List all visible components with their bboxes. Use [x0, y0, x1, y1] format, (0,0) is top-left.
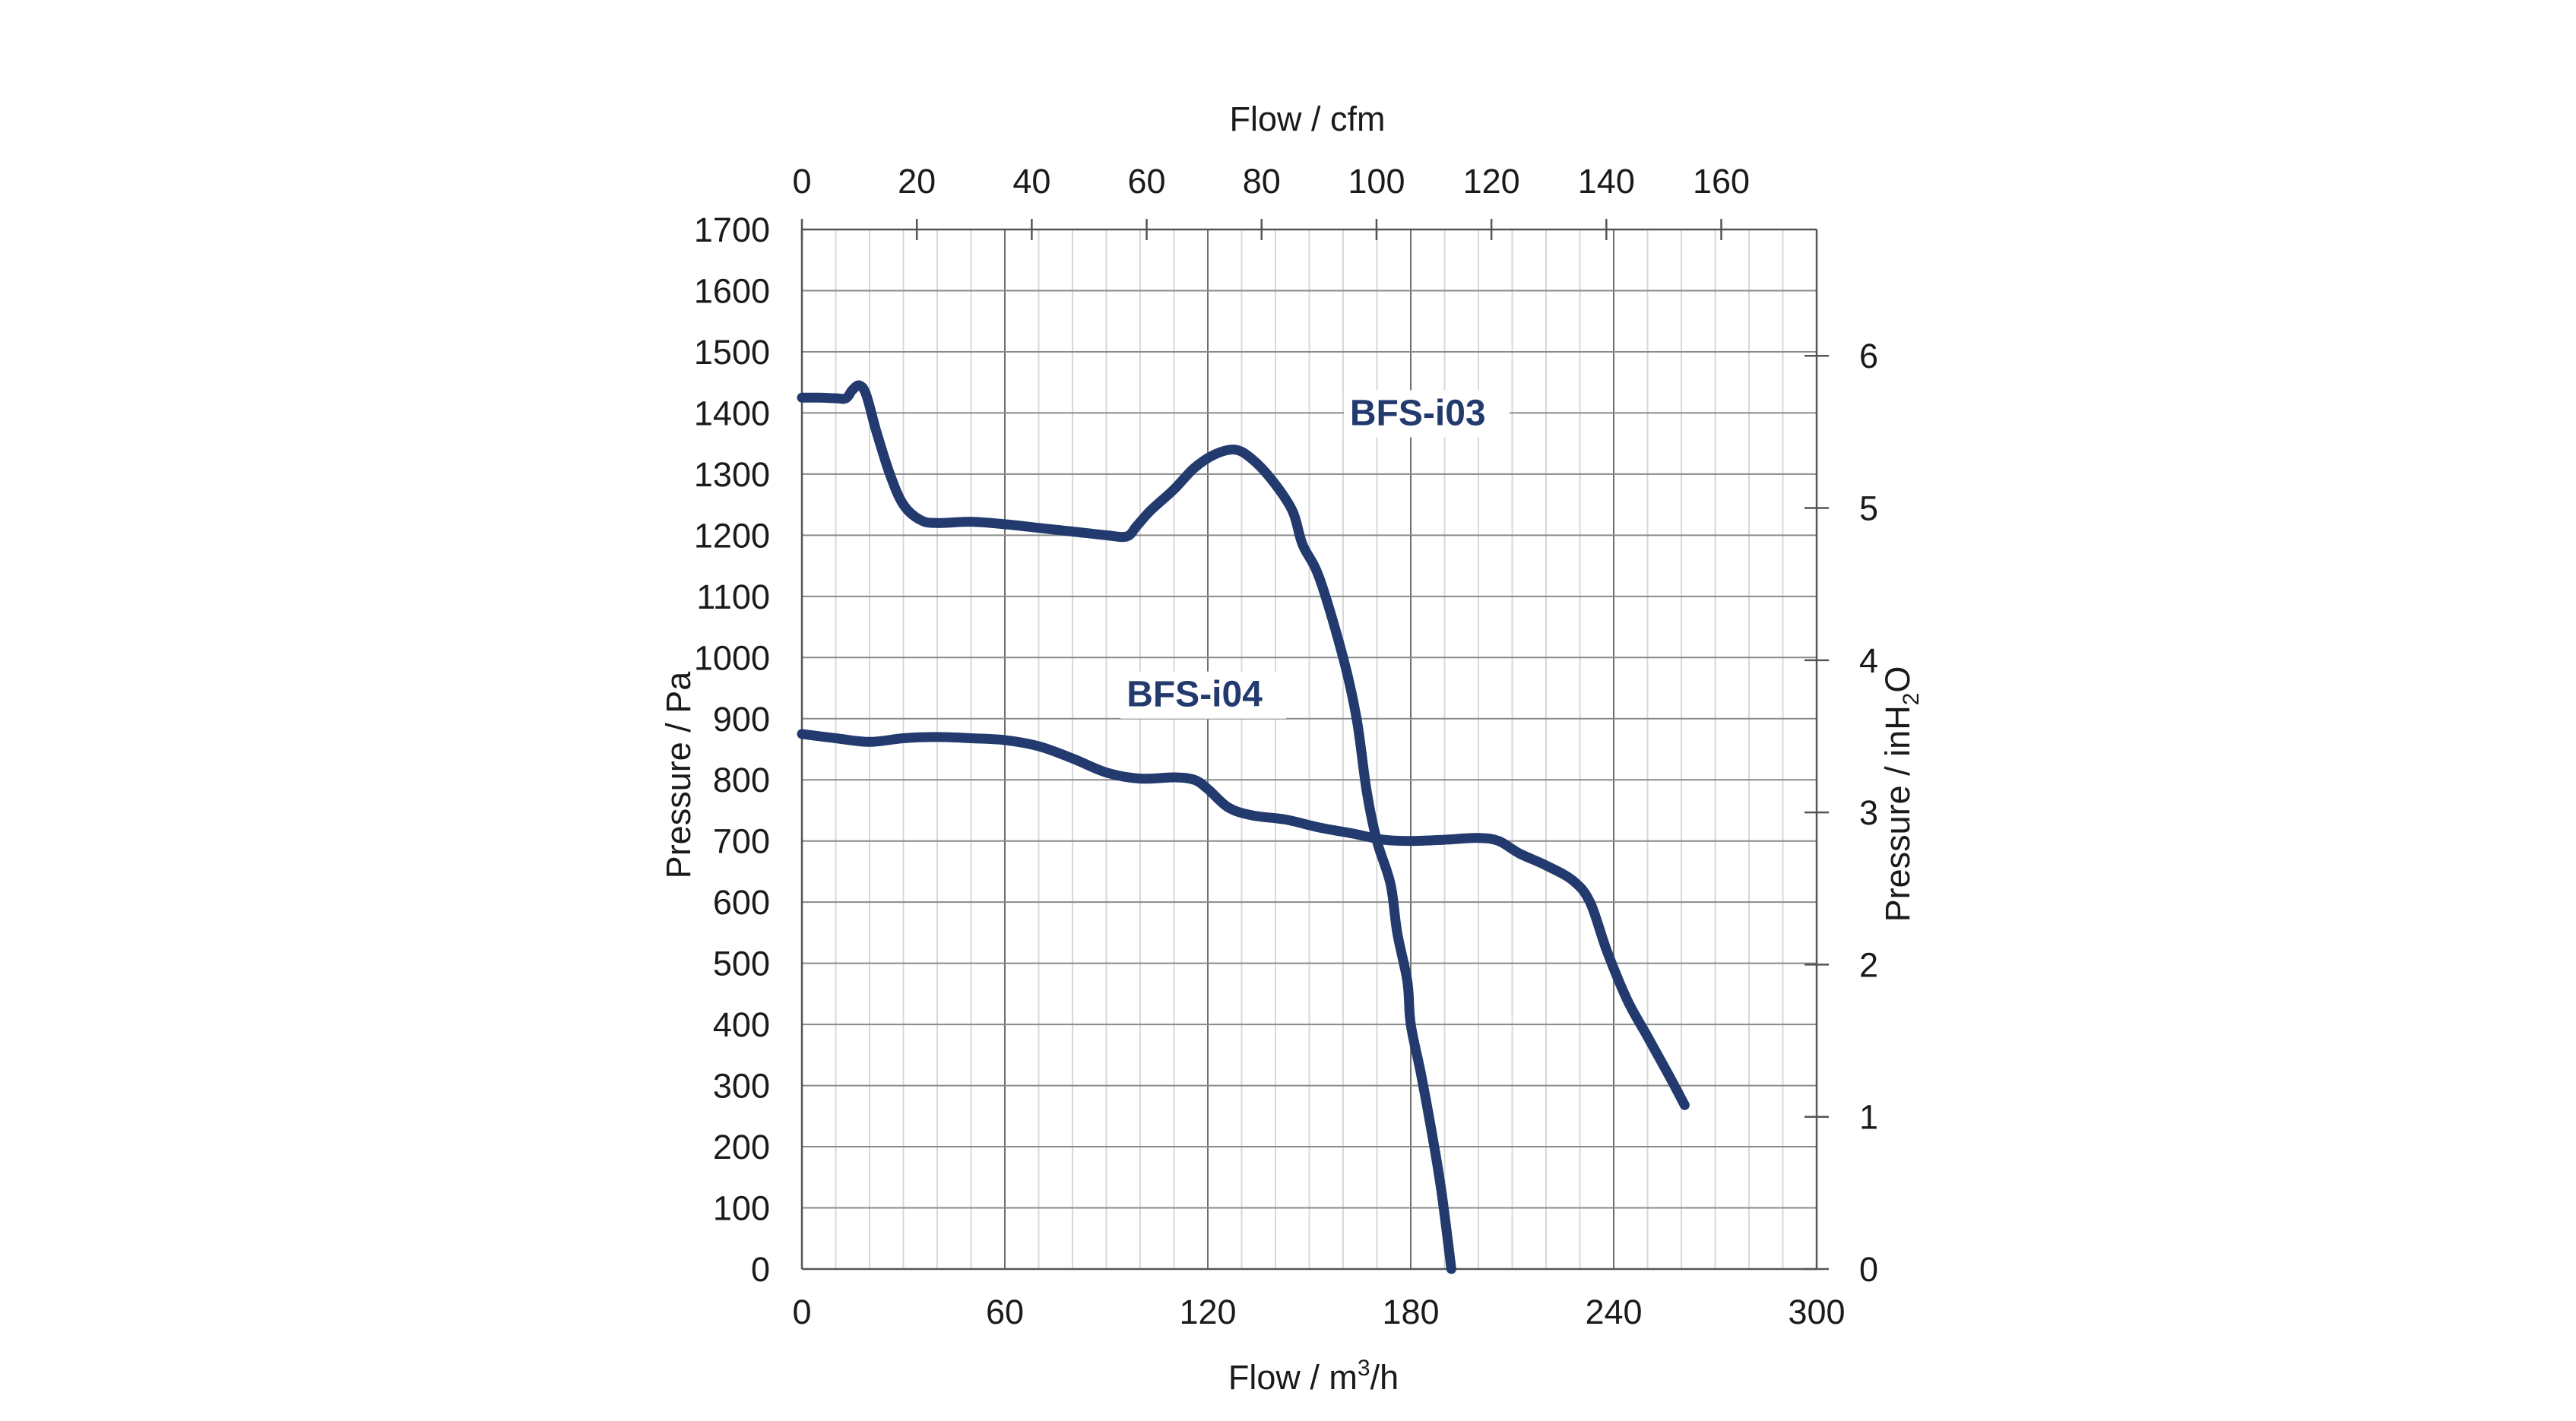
series-line-bfs-i03 [797, 380, 1456, 1274]
x-top-tick-label: 20 [898, 162, 936, 201]
x-bottom-tick-label: 0 [792, 1293, 811, 1331]
x-top-tick-label: 40 [1012, 162, 1050, 201]
y-left-tick-label: 200 [713, 1128, 770, 1166]
y-left-tick-label: 1500 [694, 333, 770, 372]
right-axis-title: Pressure / inH2O [1878, 666, 1924, 923]
y-left-tick-label: 400 [713, 1005, 770, 1044]
x-top-tick-label: 120 [1463, 162, 1520, 201]
series-label-background-bfs-i03 [1343, 390, 1510, 438]
right-axis-title-subscript: 2 [1899, 693, 1924, 706]
y-left-tick-label: 0 [751, 1250, 770, 1289]
y-left-tick-label: 1400 [694, 394, 770, 432]
left-axis-title: Pressure / Pa [659, 671, 698, 879]
y-left-tick-label: 1100 [696, 578, 770, 616]
y-left-tick-label: 500 [713, 945, 770, 983]
y-right-tick-label: 3 [1859, 793, 1878, 832]
series-line-bfs-i04 [797, 729, 1690, 1110]
grid [801, 229, 1817, 1270]
y-left-tick-label: 1600 [694, 271, 770, 310]
bottom-axis-title: Flow / m3/h [1228, 1356, 1399, 1397]
y-left-tick-label: 700 [713, 822, 770, 861]
y-left-tick-label: 600 [713, 883, 770, 922]
bottom-axis-title-superscript: 3 [1358, 1356, 1370, 1381]
x-bottom-tick-label: 180 [1382, 1293, 1439, 1331]
series-curves [797, 380, 1690, 1274]
series-label-bfs-i04: BFS-i04 [1126, 675, 1263, 715]
y-left-tick-label: 100 [713, 1189, 770, 1228]
y-left-tick-label: 1700 [694, 210, 770, 249]
y-right-tick-label: 5 [1859, 489, 1878, 528]
x-top-tick-label: 0 [792, 162, 811, 201]
series-label-background-bfs-i04 [1120, 671, 1287, 719]
y-right-tick-label: 0 [1859, 1250, 1878, 1289]
y-right-tick-label: 4 [1859, 641, 1878, 680]
top-axis-title: Flow / cfm [1229, 100, 1385, 138]
axes: 0100200300400500600700800900100011001200… [694, 162, 1878, 1331]
series-labels: BFS-i03 BFS-i04 [1120, 390, 1510, 719]
x-top-tick-label: 160 [1693, 162, 1750, 201]
x-bottom-tick-label: 240 [1585, 1293, 1642, 1331]
series-label-bfs-i03: BFS-i03 [1350, 394, 1486, 434]
x-bottom-tick-label: 60 [986, 1293, 1024, 1331]
x-bottom-tick-label: 120 [1179, 1293, 1236, 1331]
x-top-tick-label: 100 [1348, 162, 1405, 201]
y-left-tick-label: 300 [713, 1067, 770, 1106]
y-left-tick-label: 1000 [694, 638, 770, 677]
y-left-tick-label: 800 [713, 761, 770, 799]
y-left-tick-label: 1200 [694, 516, 770, 555]
x-bottom-tick-label: 300 [1788, 1293, 1845, 1331]
y-left-tick-label: 1300 [694, 455, 770, 494]
x-top-tick-label: 60 [1128, 162, 1166, 201]
x-top-tick-label: 140 [1578, 162, 1635, 201]
y-right-tick-label: 1 [1859, 1098, 1878, 1137]
x-top-tick-label: 80 [1243, 162, 1281, 201]
y-right-tick-label: 6 [1859, 337, 1878, 375]
y-left-tick-label: 900 [713, 700, 770, 739]
y-right-tick-label: 2 [1859, 945, 1878, 984]
